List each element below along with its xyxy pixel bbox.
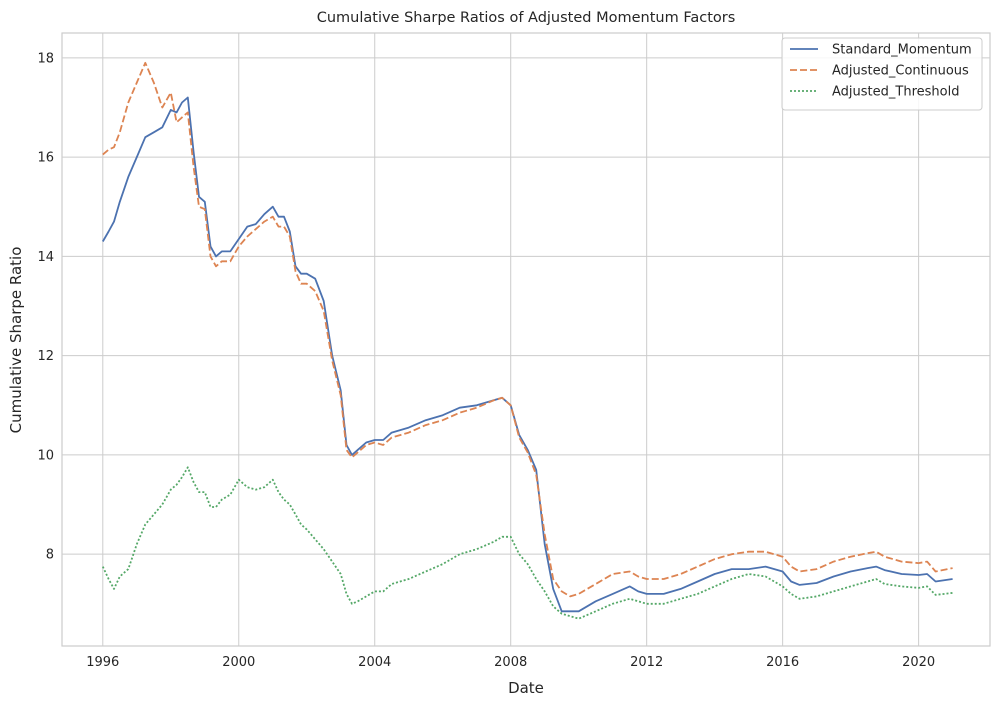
- x-tick-label: 1996: [86, 655, 119, 670]
- legend: Standard_Momentum Adjusted_Continuous Adju…: [781, 37, 983, 111]
- series-line-adjusted-threshold: [101, 466, 953, 620]
- y-gridlines: [62, 57, 990, 555]
- series-line-adjusted-continuous: [102, 61, 953, 598]
- y-axis-label: Cumulative Sharpe Ratio: [7, 247, 25, 434]
- legend-label: Standard_Momentum: [832, 43, 972, 58]
- x-tick-label: 2016: [766, 655, 799, 670]
- y-tick-label: 16: [37, 151, 54, 166]
- series-line-standard-momentum: [102, 96, 953, 613]
- legend-label: Adjusted_Threshold: [832, 85, 959, 100]
- x-tick-label: 2012: [630, 655, 663, 670]
- x-axis-label: Date: [508, 679, 544, 697]
- y-tick-label: 12: [37, 349, 54, 364]
- y-tick-labels: 8 10 12 14 16 18: [37, 51, 54, 562]
- legend-label: Adjusted_Continuous: [832, 64, 969, 79]
- x-gridlines: [102, 33, 920, 646]
- y-tick-label: 8: [46, 548, 54, 563]
- series-layer: [101, 61, 953, 620]
- x-tick-label: 2020: [902, 655, 935, 670]
- y-tick-label: 18: [37, 51, 54, 66]
- y-tick-label: 10: [37, 448, 54, 463]
- x-tick-label: 2004: [358, 655, 391, 670]
- x-tick-labels: 1996 2000 2004 2008 2012 2016 2020: [86, 655, 935, 670]
- legend-box: [781, 37, 983, 111]
- x-tick-label: 2008: [494, 655, 527, 670]
- plot-frame: [61, 32, 991, 647]
- x-tick-label: 2000: [222, 655, 255, 670]
- y-tick-label: 14: [37, 250, 54, 265]
- chart-title: Cumulative Sharpe Ratios of Adjusted Mom…: [317, 10, 736, 26]
